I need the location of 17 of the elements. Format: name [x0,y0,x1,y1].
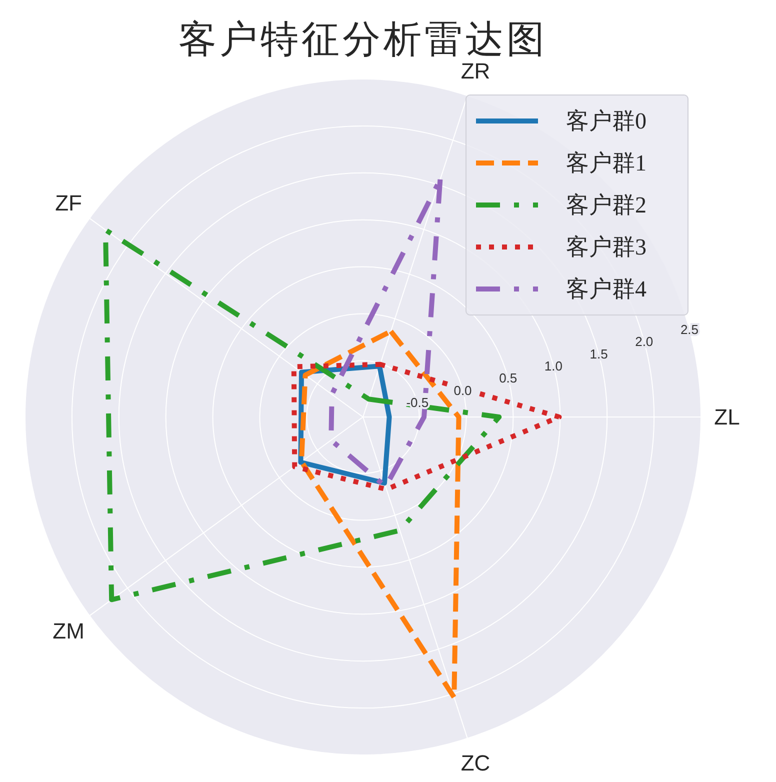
y-tick-label: 2.5 [680,322,699,338]
y-tick-label: 1.0 [544,358,562,374]
legend-label: 客户群4 [566,276,647,302]
y-tick-label: 0.5 [499,370,518,386]
y-tick-label: -0.5 [406,394,429,410]
chart-title: 客户特征分析雷达图 [178,19,548,61]
spoke-label: ZL [714,404,740,430]
y-tick-label: 1.5 [590,346,608,362]
spoke-label: ZF [55,190,82,216]
legend-label: 客户群3 [566,234,646,260]
spoke-label: ZR [460,58,490,84]
y-tick-label: 2.0 [635,334,654,350]
spoke-label: ZM [52,618,84,644]
legend-label: 客户群2 [566,192,646,218]
spoke-label: ZC [460,750,490,776]
legend-label: 客户群0 [566,108,646,134]
legend-label: 客户群1 [566,150,646,176]
